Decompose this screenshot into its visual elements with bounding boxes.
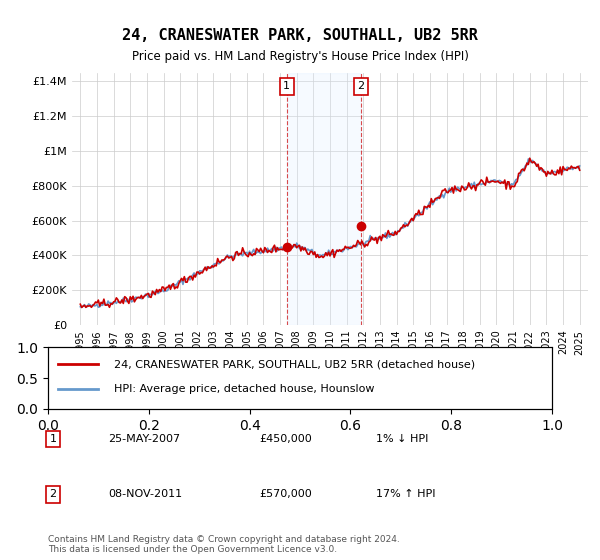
Text: 25-MAY-2007: 25-MAY-2007 [109, 434, 181, 444]
Text: 1: 1 [50, 434, 56, 444]
Text: 17% ↑ HPI: 17% ↑ HPI [376, 489, 435, 500]
Text: £570,000: £570,000 [260, 489, 313, 500]
Text: 1% ↓ HPI: 1% ↓ HPI [376, 434, 428, 444]
Text: Price paid vs. HM Land Registry's House Price Index (HPI): Price paid vs. HM Land Registry's House … [131, 50, 469, 63]
Bar [287, 73, 361, 325]
Text: 24, CRANESWATER PARK, SOUTHALL, UB2 5RR: 24, CRANESWATER PARK, SOUTHALL, UB2 5RR [122, 28, 478, 43]
Text: Contains HM Land Registry data © Crown copyright and database right 2024.
This d: Contains HM Land Registry data © Crown c… [48, 535, 400, 554]
Text: 2: 2 [357, 82, 364, 91]
Text: £450,000: £450,000 [260, 434, 313, 444]
Text: HPI: Average price, detached house, Hounslow: HPI: Average price, detached house, Houn… [113, 384, 374, 394]
Text: 1: 1 [283, 82, 290, 91]
Text: 08-NOV-2011: 08-NOV-2011 [109, 489, 182, 500]
Text: 24, CRANESWATER PARK, SOUTHALL, UB2 5RR (detached house): 24, CRANESWATER PARK, SOUTHALL, UB2 5RR … [113, 360, 475, 370]
Text: 2: 2 [49, 489, 56, 500]
